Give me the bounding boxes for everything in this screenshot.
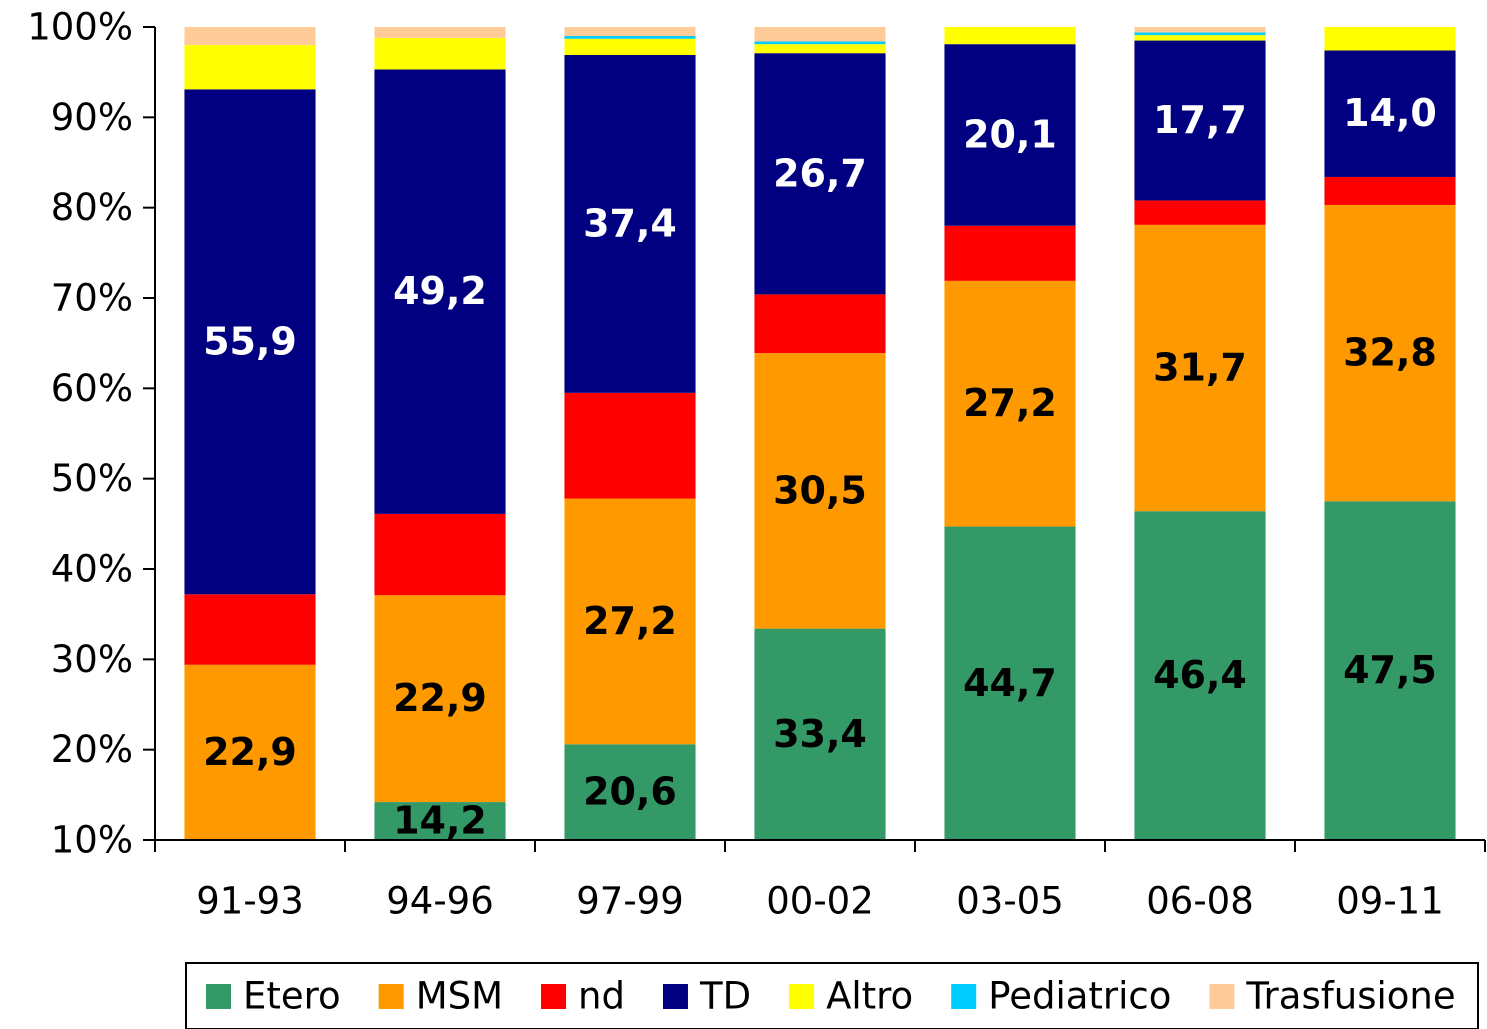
bar-segment xyxy=(754,41,886,45)
data-label: 44,7 xyxy=(963,661,1057,705)
y-tick-label: 10% xyxy=(51,819,133,862)
bar-segment xyxy=(944,526,1076,840)
data-label: 22,9 xyxy=(203,730,297,774)
data-label: 49,2 xyxy=(393,269,487,313)
bar-segment xyxy=(184,664,316,840)
bar-segment xyxy=(374,513,506,596)
bar-segment xyxy=(754,44,886,54)
data-label: 27,2 xyxy=(963,381,1057,425)
legend-label: Etero xyxy=(243,975,341,1018)
bar-segment xyxy=(754,353,886,629)
bar-segment xyxy=(374,595,506,803)
legend-swatch xyxy=(541,984,567,1009)
data-label: 27,2 xyxy=(583,599,677,643)
y-tick-label: 40% xyxy=(51,548,133,591)
bar-segment xyxy=(564,36,696,39)
y-tick-label: 80% xyxy=(51,186,133,229)
legend-label: MSM xyxy=(416,975,503,1018)
bar-segment xyxy=(754,27,886,42)
bar-segment xyxy=(564,55,696,393)
data-label: 37,4 xyxy=(583,201,677,245)
bar-segment xyxy=(1134,200,1266,225)
y-tick-label: 70% xyxy=(51,277,133,320)
data-label: 22,9 xyxy=(393,676,487,720)
x-tick-label: 91-93 xyxy=(196,880,304,923)
legend-label: nd xyxy=(578,975,625,1018)
bar-segment xyxy=(944,27,1076,45)
bar-segment xyxy=(1324,50,1456,177)
x-tick-label: 03-05 xyxy=(956,880,1064,923)
data-label: 20,1 xyxy=(963,112,1057,156)
y-tick-label: 90% xyxy=(51,96,133,139)
legend-swatch xyxy=(378,984,404,1009)
x-tick-label: 97-99 xyxy=(576,880,684,923)
y-tick-label: 50% xyxy=(51,457,133,500)
data-label: 31,7 xyxy=(1153,346,1247,390)
data-label: 32,8 xyxy=(1343,331,1437,375)
bar-segment xyxy=(944,225,1076,281)
bar-segment xyxy=(1324,176,1456,205)
bar-segment xyxy=(374,69,506,514)
bar-segment xyxy=(564,392,696,499)
data-label: 14,0 xyxy=(1343,91,1437,135)
y-tick-label: 60% xyxy=(51,367,133,410)
bar-segment xyxy=(564,498,696,745)
data-label: 33,4 xyxy=(773,712,867,756)
bar-segment xyxy=(184,594,316,665)
legend-label: Pediatrico xyxy=(988,975,1171,1018)
legend-swatch xyxy=(1209,984,1235,1009)
data-label: 26,7 xyxy=(773,151,867,195)
legend-label: Altro xyxy=(826,975,913,1018)
data-label: 46,4 xyxy=(1153,653,1247,697)
x-tick-label: 94-96 xyxy=(386,880,494,923)
legend-label: TD xyxy=(699,975,751,1018)
bar-segment xyxy=(184,27,316,46)
bar-segment xyxy=(944,44,1076,226)
bar-segment xyxy=(1134,32,1266,36)
bar-segment xyxy=(184,89,316,595)
bar-segment xyxy=(754,294,886,354)
bar-segment xyxy=(374,37,506,70)
data-label: 47,5 xyxy=(1343,648,1437,692)
bar-segment xyxy=(754,628,886,840)
legend-label: Trasfusione xyxy=(1245,975,1455,1018)
bar-segment xyxy=(1324,204,1456,502)
legend-swatch xyxy=(206,984,231,1009)
bar-segment xyxy=(1134,511,1266,840)
bar-segment xyxy=(564,744,696,840)
data-label: 14,2 xyxy=(393,799,487,843)
y-tick-label: 20% xyxy=(51,728,133,771)
x-tick-label: 09-11 xyxy=(1336,880,1444,923)
bar-segment xyxy=(1134,27,1266,33)
data-label: 30,5 xyxy=(773,468,867,512)
y-tick-label: 30% xyxy=(51,638,133,681)
bar-segment xyxy=(754,53,886,295)
legend-swatch xyxy=(662,984,688,1009)
bar-segment xyxy=(1134,40,1266,201)
bar-segment xyxy=(944,280,1076,527)
x-tick-label: 00-02 xyxy=(766,880,874,923)
bar-segment xyxy=(184,45,316,90)
y-tick-label: 100% xyxy=(27,6,133,49)
bar-segment xyxy=(1324,501,1456,840)
legend-swatch xyxy=(789,984,815,1009)
data-label: 17,7 xyxy=(1153,98,1247,142)
x-tick-label: 06-08 xyxy=(1146,880,1254,923)
bar-segment xyxy=(1134,35,1266,41)
bar-segment xyxy=(564,38,696,56)
data-label: 55,9 xyxy=(203,319,297,363)
bar-segment xyxy=(564,27,696,37)
legend-swatch xyxy=(951,984,977,1009)
data-label: 20,6 xyxy=(583,770,677,814)
bar-segment xyxy=(374,27,506,38)
bar-segment xyxy=(1134,224,1266,512)
bar-segment xyxy=(1324,27,1456,51)
bar-segment xyxy=(374,802,506,840)
